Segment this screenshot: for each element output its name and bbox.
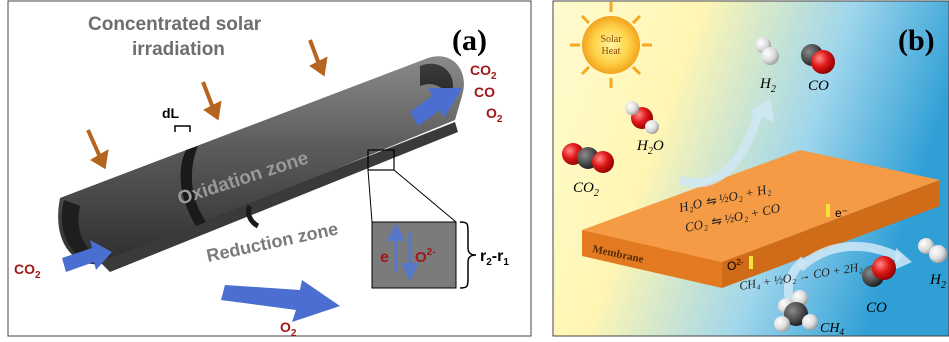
product-arrow-right-head: [894, 248, 912, 270]
co2-molecule: [562, 143, 614, 173]
solar-arrow-head: [90, 149, 109, 170]
solar-arrows: [86, 39, 328, 170]
o2-out-arrow: [221, 280, 340, 322]
h2-molecule-right: [918, 238, 947, 263]
electron-label: e: [380, 249, 389, 266]
zoom-source-box: [367, 149, 395, 171]
co-molecule-top: [801, 44, 835, 74]
membrane: [582, 150, 940, 288]
tube-body: [58, 56, 464, 265]
tube-slice: [180, 146, 206, 226]
h2-molecule-top: [755, 37, 779, 65]
ch4-molecule: [774, 290, 818, 332]
zoom-line-left: [367, 169, 373, 223]
electron-label-b: e⁻: [835, 206, 848, 220]
irradiation-line2: irradiation: [132, 39, 225, 60]
dl-bracket: [174, 125, 191, 132]
out-co2-label: CO2: [470, 62, 497, 82]
out-o2-label: O2: [486, 105, 503, 125]
zoom-line-right: [393, 169, 457, 223]
o2-out-label: O2: [280, 319, 297, 337]
tube-front-opening: [61, 200, 110, 262]
panel-a: dL Oxidation zone Reduction zone Concent…: [7, 0, 532, 339]
irradiation-line1: Concentrated solar: [88, 14, 262, 35]
outlet-arrow: [410, 88, 462, 126]
solar-arrow: [201, 81, 215, 109]
h2o-label: H2O: [636, 138, 664, 157]
co2-left-label: CO2: [573, 180, 599, 199]
co2-in-arrow: [62, 240, 112, 272]
co-top-label: CO: [808, 78, 829, 94]
membrane-front: [582, 230, 722, 288]
co-molecule-bottom: [862, 256, 896, 287]
out-co-label: CO: [474, 84, 495, 100]
thickness-brace: [459, 221, 477, 289]
solar-arrow: [308, 39, 321, 65]
h2-top-label: H2: [759, 76, 776, 95]
solar-arrow-head: [309, 56, 328, 77]
product-arrow-top: [678, 106, 765, 188]
h2o-molecule: [625, 101, 659, 134]
panel-b: Solar Heat (b) H2 CO H2O CO2: [552, 0, 949, 337]
solar-arrow: [86, 129, 102, 158]
sun-icon: [582, 16, 640, 74]
sun: Solar Heat: [570, 2, 652, 88]
solar-arrow-head: [203, 100, 222, 121]
sun-label-line2: Heat: [602, 46, 621, 57]
sun-label-line1: Solar: [600, 34, 622, 45]
tube-opening: [420, 63, 454, 118]
panel-a-label: (a): [452, 24, 487, 57]
panel-b-label: (b): [898, 24, 935, 57]
membrane-side: [722, 180, 940, 288]
thickness-label: r2-r1: [480, 248, 509, 268]
co2-in-label: CO2: [14, 261, 41, 281]
oxygen-flow-icon: [749, 256, 753, 269]
ch4-label: CH4: [820, 321, 844, 337]
product-arrow-right: [796, 241, 903, 272]
h2-right-label: H2: [929, 272, 946, 291]
membrane-top: [582, 150, 940, 262]
dl-label: dL: [162, 105, 180, 121]
oxide-ion-label: O2-: [415, 247, 436, 266]
tube-slice-lower: [245, 204, 260, 229]
product-arrow-top-head: [750, 98, 774, 122]
co-bottom-label: CO: [866, 300, 887, 316]
oxygen-ion-label: O2-: [727, 258, 744, 273]
electron-flow-icon: [826, 204, 830, 217]
